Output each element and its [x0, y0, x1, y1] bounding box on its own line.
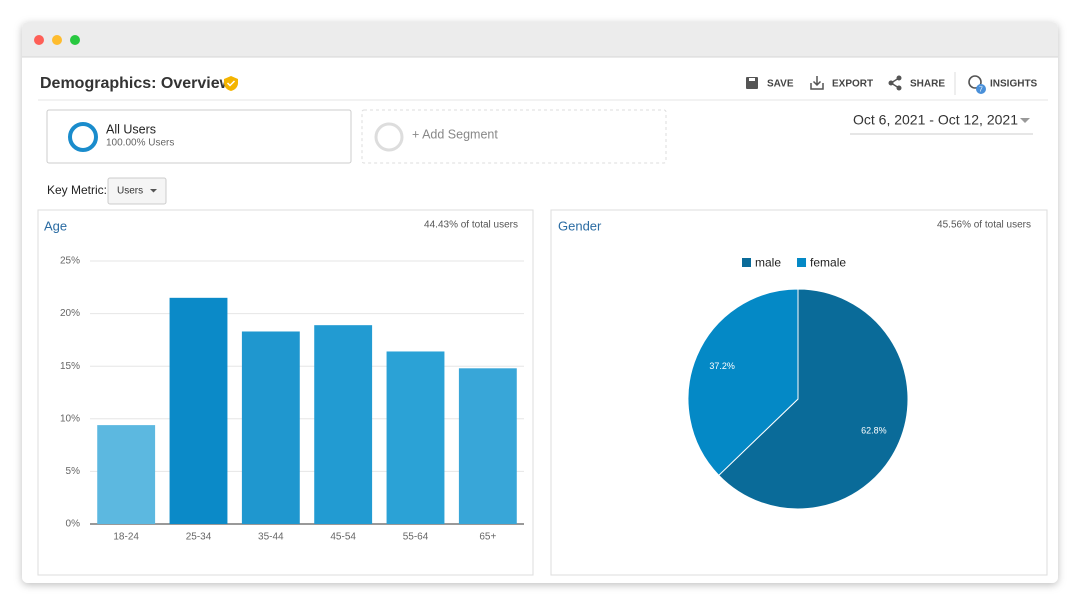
date-range-picker[interactable]: Oct 6, 2021 - Oct 12, 2021 — [850, 112, 1033, 135]
export-button[interactable]: EXPORT — [810, 76, 873, 90]
add-segment-label: + Add Segment — [412, 127, 498, 141]
share-icon-dot — [888, 80, 894, 86]
chart-title: Gender — [558, 218, 602, 233]
page-title: Demographics: Overview — [40, 75, 233, 92]
y-tick-label: 20% — [60, 308, 80, 319]
legend-label: male — [755, 256, 781, 270]
x-tick-label: 25-34 — [186, 532, 212, 543]
share-icon-dot — [896, 85, 902, 91]
x-tick-label: 45-54 — [330, 532, 356, 543]
export-label: EXPORT — [832, 79, 873, 90]
zoom-button[interactable] — [70, 35, 80, 45]
minimize-button[interactable] — [52, 35, 62, 45]
share-button[interactable]: SHARE — [888, 75, 946, 91]
y-tick-label: 10% — [60, 413, 80, 424]
bar — [458, 368, 517, 524]
share-label: SHARE — [910, 79, 945, 90]
segment-box — [46, 109, 352, 164]
save-icon-detail — [749, 78, 755, 81]
pie-slice — [687, 288, 799, 477]
insights-badge-count: 7 — [979, 86, 983, 93]
x-tick-label: 35-44 — [258, 532, 284, 543]
add-segment[interactable]: + Add Segment — [361, 109, 667, 164]
chart-title: Age — [44, 218, 67, 233]
insights-button[interactable]: 7 INSIGHTS — [968, 75, 1038, 94]
title-bar — [22, 22, 1058, 57]
y-tick-label: 5% — [66, 466, 81, 477]
y-tick-label: 15% — [60, 361, 80, 372]
export-icon — [810, 76, 824, 90]
chart-subtitle: 45.56% of total users — [937, 220, 1031, 231]
segment-ring — [68, 122, 98, 152]
date-caret — [1020, 118, 1030, 123]
close-button[interactable] — [34, 35, 44, 45]
save-label: SAVE — [767, 79, 794, 90]
verified-check — [226, 80, 236, 87]
insights-label: INSIGHTS — [990, 79, 1038, 90]
x-tick-label: 65+ — [479, 532, 496, 543]
dropdown-caret — [150, 189, 157, 193]
segment-name: All Users — [106, 122, 156, 136]
segment-all-users[interactable]: All Users 100.00% Users — [46, 109, 352, 164]
share-icon-dot — [896, 75, 902, 81]
slice-label: 62.8% — [861, 426, 887, 436]
x-tick-label: 55-64 — [403, 532, 429, 543]
key-metric-label: Key Metric: — [47, 183, 107, 197]
key-metric-dropdown[interactable]: Users — [107, 177, 167, 205]
segment-detail: 100.00% Users — [106, 138, 174, 149]
insights-badge — [976, 84, 986, 94]
dropdown-value: Users — [117, 186, 143, 197]
insights-icon — [968, 75, 982, 89]
chart-subtitle: 44.43% of total users — [424, 220, 518, 231]
bar — [241, 331, 300, 524]
dropdown-box — [107, 177, 167, 205]
legend-swatch — [742, 258, 751, 267]
pie-slice — [718, 288, 909, 510]
bar — [169, 297, 228, 524]
x-tick-label: 18-24 — [113, 532, 139, 543]
y-tick-label: 25% — [60, 256, 80, 267]
segment-box — [361, 109, 667, 164]
bar — [314, 325, 373, 524]
segment-ring — [374, 122, 404, 152]
y-tick-label: 0% — [66, 519, 81, 530]
bar — [386, 351, 445, 524]
date-range: Oct 6, 2021 - Oct 12, 2021 — [853, 112, 1018, 128]
bar — [97, 425, 156, 524]
legend-swatch — [797, 258, 807, 267]
save-button[interactable]: SAVE — [746, 77, 794, 90]
legend-label: female — [810, 256, 846, 270]
slice-label: 37.2% — [709, 361, 735, 371]
